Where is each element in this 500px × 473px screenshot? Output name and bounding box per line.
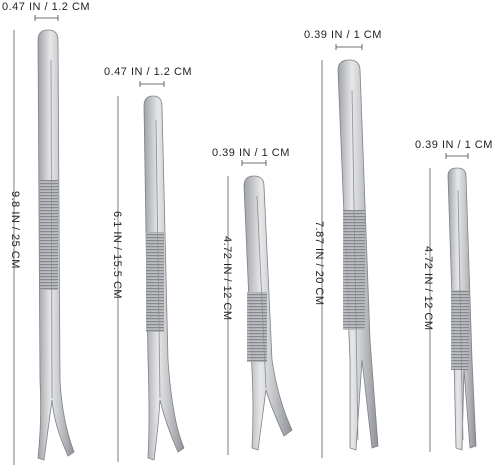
width-dimension-lines bbox=[34, 15, 469, 166]
length-dimension-lines bbox=[13, 30, 431, 465]
tweezer-2 bbox=[143, 95, 185, 461]
tweezer-4 bbox=[337, 59, 379, 451]
tweezer-5 bbox=[447, 167, 477, 451]
width-label-1: 0.47 IN / 1.2 CM bbox=[2, 1, 91, 13]
width-label-2: 0.47 IN / 1.2 CM bbox=[104, 66, 193, 78]
tweezer-1 bbox=[37, 29, 75, 461]
width-label-4: 0.39 IN / 1 CM bbox=[304, 29, 382, 41]
length-label-3: 4.72 IN / 12 CM bbox=[221, 236, 233, 321]
width-label-3: 0.39 IN / 1 CM bbox=[212, 147, 290, 159]
tweezer-3 bbox=[243, 175, 293, 451]
length-label-5: 4.72 IN / 12 CM bbox=[422, 246, 434, 331]
length-label-1: 9.8 IN / 25 CM bbox=[9, 191, 21, 269]
length-label-4: 7.87 IN / 20 CM bbox=[313, 221, 325, 306]
width-label-5: 0.39 IN / 1 CM bbox=[415, 139, 493, 151]
length-label-2: 6.1 IN / 15.5 CM bbox=[111, 211, 123, 300]
